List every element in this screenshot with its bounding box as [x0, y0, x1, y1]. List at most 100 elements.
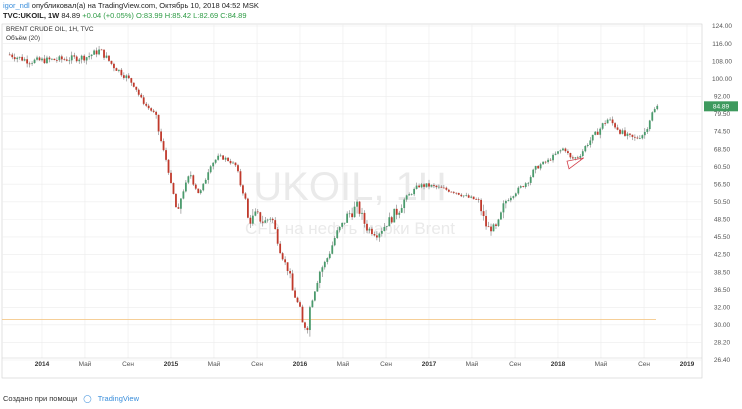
- candle-body: [490, 226, 492, 232]
- candle-body: [155, 111, 158, 115]
- candle-body: [276, 229, 279, 244]
- y-tick-label: 45.50: [714, 234, 731, 241]
- candle-body: [83, 55, 86, 61]
- y-tick-label: 28.20: [714, 340, 731, 347]
- candle-body: [187, 176, 190, 183]
- candle-body: [294, 290, 296, 298]
- footer: Создано при помощи ◯ TradingView: [3, 394, 139, 403]
- tradingview-logo-icon[interactable]: ◯: [83, 394, 92, 403]
- candle-body: [110, 60, 113, 64]
- candle-body: [629, 133, 631, 135]
- candle-body: [557, 151, 559, 154]
- candle-body: [157, 114, 160, 132]
- candle-body: [299, 302, 301, 307]
- candle-body: [182, 191, 185, 199]
- candle-body: [366, 223, 368, 231]
- x-tick-label: Сен: [380, 361, 392, 368]
- candle-body: [93, 50, 95, 55]
- tradingview-brand-link[interactable]: TradingView: [97, 394, 140, 403]
- candle-body: [388, 217, 391, 227]
- candle-body: [162, 141, 165, 151]
- candle-body: [505, 201, 507, 204]
- candle-body: [596, 131, 599, 135]
- candle-body: [321, 267, 324, 272]
- candle-body: [405, 195, 408, 200]
- candle-body: [373, 234, 376, 236]
- candle-body: [165, 150, 167, 160]
- candle-body: [234, 162, 237, 166]
- author-link[interactable]: igor_ndl: [3, 1, 30, 10]
- candle-body: [539, 164, 542, 169]
- candle-body: [291, 273, 294, 291]
- triangle-drawing: [566, 157, 585, 170]
- candle-body: [380, 230, 383, 234]
- publish-line: igor_ndl опубликовал(а) на TradingView.c…: [3, 1, 259, 10]
- candle-body: [579, 155, 582, 158]
- candle-body: [127, 75, 130, 79]
- candle-body: [269, 218, 272, 220]
- candle-body: [73, 55, 76, 57]
- candle-body: [487, 226, 490, 228]
- candle-body: [21, 56, 24, 61]
- candle-body: [318, 271, 321, 283]
- candle-body: [495, 224, 497, 226]
- candle-body: [336, 230, 339, 238]
- candle-body: [38, 57, 41, 61]
- candle-body: [599, 128, 602, 135]
- candle-body: [135, 86, 138, 90]
- candle-body: [301, 306, 304, 323]
- candle-body: [41, 58, 43, 61]
- candle-body: [631, 134, 634, 137]
- candle-body: [363, 212, 366, 224]
- candle-body: [316, 282, 319, 292]
- watermark-symbol: UKOIL, 1H: [253, 165, 446, 209]
- candle-body: [254, 211, 257, 216]
- candle-body: [212, 162, 215, 167]
- candle-body: [410, 194, 413, 195]
- candle-body: [646, 129, 649, 132]
- y-tick-label: 60.50: [714, 164, 731, 171]
- candle-body: [564, 148, 567, 152]
- candle-body: [368, 228, 371, 231]
- candle-body: [376, 235, 378, 238]
- candle-body: [346, 213, 349, 223]
- candle-body: [125, 75, 128, 78]
- candle-body: [430, 185, 433, 187]
- candle-body: [552, 154, 554, 161]
- x-tick-label: Сен: [638, 361, 650, 368]
- price-chart[interactable]: 124.00 116.00 108.00 100.00 92.00 79.50 74.50 6…: [0, 22, 742, 390]
- candle-body: [286, 262, 289, 271]
- candle-body: [576, 157, 579, 159]
- candle-body: [130, 78, 133, 83]
- y-tick-label: 124.00: [712, 23, 732, 30]
- candle-body: [569, 153, 572, 158]
- candle-body: [227, 157, 229, 161]
- candle-body: [53, 58, 56, 61]
- candle-body: [581, 151, 584, 156]
- candle-body: [13, 57, 16, 60]
- candle-body: [274, 220, 277, 230]
- candle-body: [400, 208, 403, 213]
- candle-body: [626, 133, 629, 136]
- candle-body: [415, 185, 418, 189]
- candle-body: [425, 183, 428, 187]
- x-tick-label: 2016: [293, 361, 308, 368]
- candle-body: [500, 212, 502, 220]
- candle-body: [113, 63, 115, 69]
- candle-body: [281, 253, 284, 260]
- candle-body: [616, 127, 619, 130]
- candle-body: [232, 162, 234, 164]
- candle-body: [108, 55, 110, 61]
- candle-body: [247, 198, 249, 218]
- candle-body: [51, 58, 53, 60]
- candle-body: [197, 188, 200, 194]
- y-tick-label: 38.50: [714, 269, 731, 276]
- candle-body: [209, 166, 212, 173]
- candle-body: [624, 130, 626, 136]
- candle-body: [28, 63, 31, 65]
- candle-body: [648, 120, 651, 130]
- candle-body: [33, 59, 36, 64]
- candle-body: [433, 185, 435, 186]
- candle-body: [55, 60, 58, 61]
